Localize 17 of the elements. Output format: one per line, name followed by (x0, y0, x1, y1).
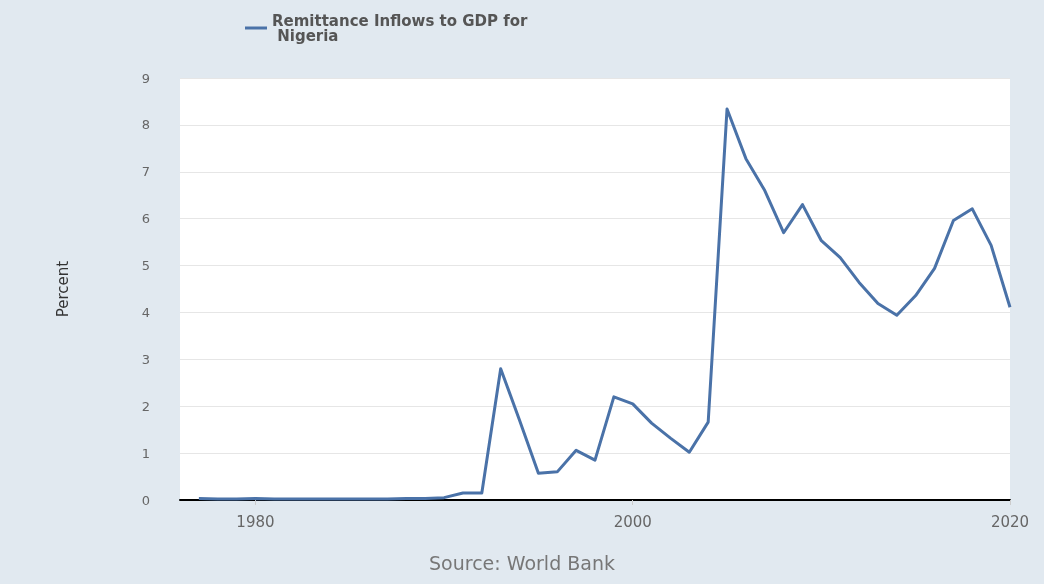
y-tick-label: 2 (141, 398, 150, 414)
y-tick-label: 4 (141, 304, 150, 320)
y-tick-label: 9 (141, 70, 150, 86)
x-tick-label: 1980 (236, 512, 275, 531)
y-axis-title: Percent (53, 260, 72, 318)
y-tick-label: 0 (141, 492, 150, 508)
legend-label: Remittance Inflows to GDP for Nigeria (272, 11, 529, 45)
y-tick-label: 1 (141, 445, 150, 461)
y-tick-label: 8 (141, 117, 150, 133)
y-tick-label: 6 (141, 211, 150, 227)
y-tick-label: 3 (141, 351, 150, 367)
y-tick-label: 5 (141, 258, 150, 274)
x-tick-label: 2000 (613, 512, 652, 531)
line-series (197, 107, 1012, 501)
y-tick-label: 7 (141, 164, 150, 180)
x-tick-label: 2020 (990, 512, 1030, 531)
source-note: Source: World Bank (429, 551, 615, 574)
